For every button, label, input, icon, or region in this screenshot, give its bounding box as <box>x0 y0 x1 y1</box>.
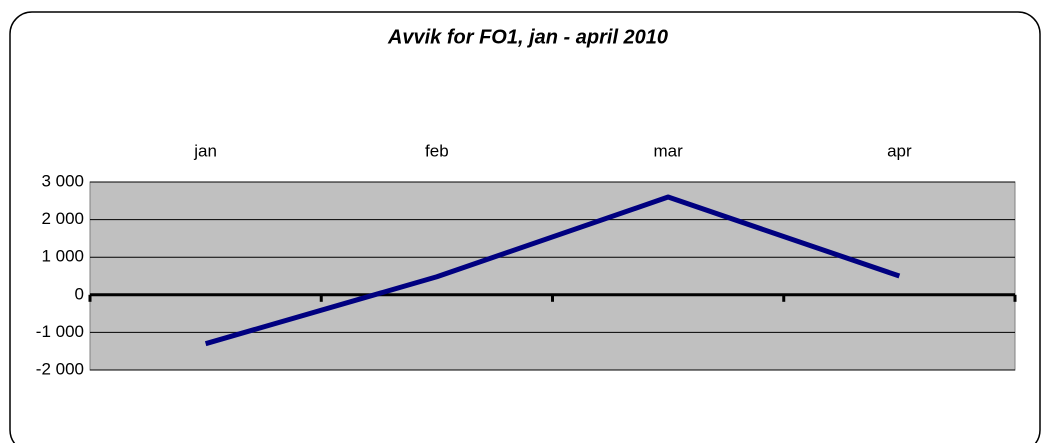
y-tick-label: 3 000 <box>41 171 84 190</box>
x-tick-label: mar <box>653 141 683 160</box>
data-line <box>204 194 901 347</box>
plot-area <box>89 181 1016 371</box>
y-tick-label: -2 000 <box>36 359 84 378</box>
x-tick-label: apr <box>887 141 912 160</box>
y-tick-label: 0 <box>75 284 84 303</box>
chart-title: Avvik for FO1, jan - april 2010 <box>387 26 668 48</box>
x-tick-label: jan <box>193 141 217 160</box>
y-tick-label: 2 000 <box>41 209 84 228</box>
y-tick-label: 1 000 <box>41 247 84 266</box>
x-tick-label: feb <box>425 141 449 160</box>
y-tick-label: -1 000 <box>36 322 84 341</box>
